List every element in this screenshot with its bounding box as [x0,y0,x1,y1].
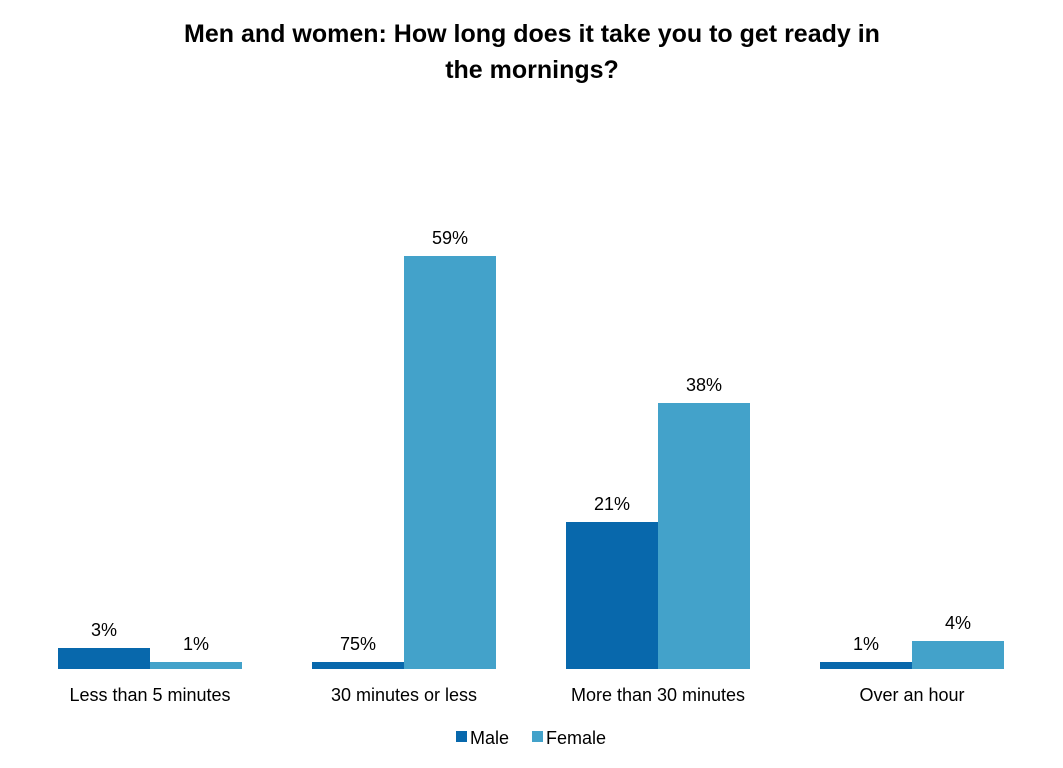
bar-female-0 [150,662,242,669]
chart-title-line-2: the mornings? [445,56,619,84]
bar-male-3 [820,662,912,669]
bar-male-2 [566,522,658,669]
data-label-female-3: 4% [945,613,971,633]
x-tick-label-3: Over an hour [859,685,964,705]
bars-group [58,256,1004,669]
x-tick-label-1: 30 minutes or less [331,685,477,705]
data-label-male-1: 75% [340,634,376,654]
data-label-male-2: 21% [594,494,630,514]
legend-label-female: Female [546,728,606,748]
chart-title-line-1: Men and women: How long does it take you… [184,20,880,48]
legend-label-male: Male [470,728,509,748]
data-label-male-0: 3% [91,620,117,640]
data-label-female-0: 1% [183,634,209,654]
data-label-male-3: 1% [853,634,879,654]
data-label-female-1: 59% [432,228,468,248]
bar-male-0 [58,648,150,669]
legend-swatch-female [532,731,543,742]
data-labels-group: 3% 1% 75% 59% 21% 38% 1% 4% [91,228,971,654]
x-tick-label-0: Less than 5 minutes [69,685,230,705]
bar-male-1 [312,662,404,669]
x-axis-labels: Less than 5 minutes 30 minutes or less Mor… [69,685,964,705]
bar-female-3 [912,641,1004,669]
data-label-female-2: 38% [686,375,722,395]
legend-swatch-male [456,731,467,742]
bar-female-2 [658,403,750,669]
legend: Male Female [456,728,606,748]
bar-female-1 [404,256,496,669]
x-tick-label-2: More than 30 minutes [571,685,745,705]
